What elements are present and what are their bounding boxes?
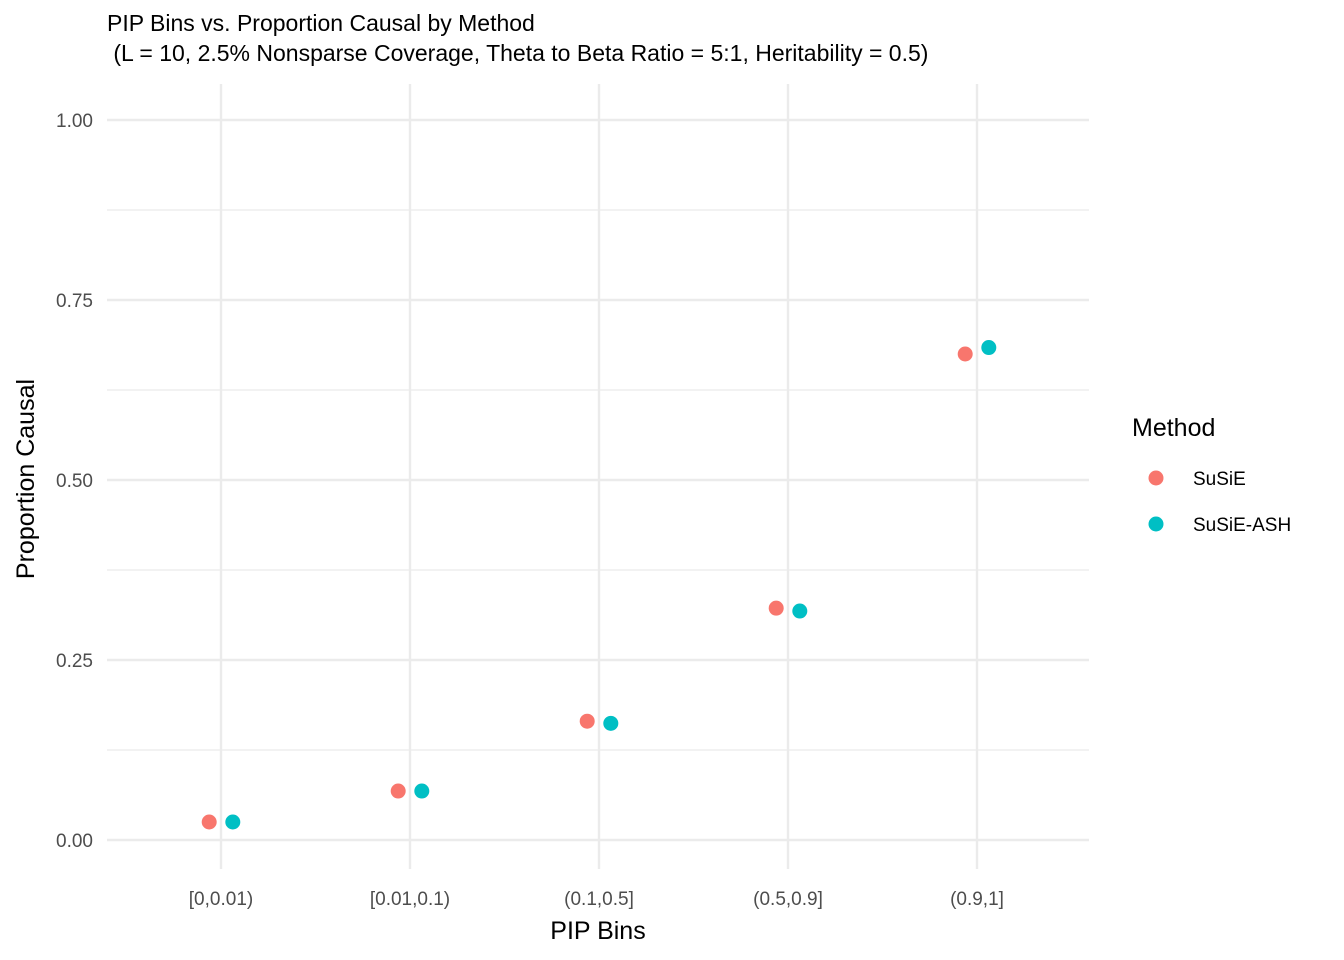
legend-label: SuSiE-ASH xyxy=(1193,515,1291,536)
y-tick-label: 0.75 xyxy=(56,291,93,312)
data-point-susie xyxy=(579,713,595,729)
y-axis-title: Proportion Causal xyxy=(12,379,40,579)
y-tick-labels: 0.00 0.25 0.50 0.75 1.00 xyxy=(56,111,93,852)
data-point-susie-ash xyxy=(414,783,430,799)
y-tick-label: 1.00 xyxy=(56,111,93,132)
legend: Method SuSiE SuSiE-ASH xyxy=(1132,414,1291,536)
x-tick-label: [0.01,0.1) xyxy=(370,889,450,910)
legend-key-susie-ash xyxy=(1148,516,1164,532)
data-point-susie xyxy=(201,814,217,830)
y-tick-label: 0.00 xyxy=(56,831,93,852)
x-tick-label: (0.5,0.9] xyxy=(753,889,823,910)
data-points xyxy=(201,340,997,830)
data-point-susie-ash xyxy=(603,715,619,731)
chart-title: PIP Bins vs. Proportion Causal by Method xyxy=(107,10,535,36)
y-tick-label: 0.50 xyxy=(56,471,93,492)
x-tick-labels: [0,0.01) [0.01,0.1) (0.1,0.5] (0.5,0.9] (0.9… xyxy=(189,889,1004,910)
data-point-susie xyxy=(957,346,973,362)
x-tick-label: (0.9,1] xyxy=(950,889,1004,910)
grid-major xyxy=(107,84,1089,869)
data-point-susie xyxy=(768,600,784,616)
legend-title: Method xyxy=(1132,414,1215,442)
data-point-susie-ash xyxy=(225,814,241,830)
y-tick-label: 0.25 xyxy=(56,651,93,672)
legend-label: SuSiE xyxy=(1193,469,1246,490)
legend-key-susie xyxy=(1148,470,1164,486)
x-tick-label: [0,0.01) xyxy=(189,889,253,910)
chart-subtitle: (L = 10, 2.5% Nonsparse Coverage, Theta … xyxy=(107,40,929,66)
x-axis-title: PIP Bins xyxy=(550,917,645,945)
data-point-susie-ash xyxy=(981,340,997,356)
data-point-susie-ash xyxy=(792,603,808,619)
x-tick-label: (0.1,0.5] xyxy=(564,889,634,910)
data-point-susie xyxy=(390,783,406,799)
